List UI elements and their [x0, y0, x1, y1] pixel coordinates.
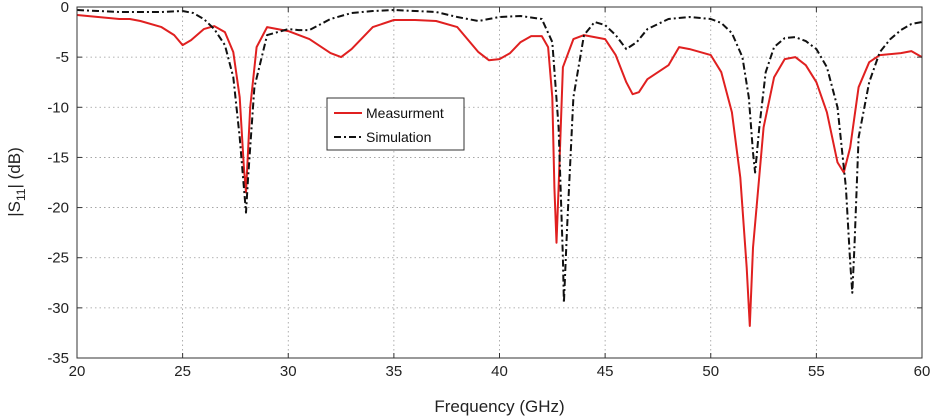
x-tick-label: 45	[597, 363, 614, 380]
x-tick-label: 30	[280, 363, 297, 380]
legend: Measurment Simulation	[326, 97, 465, 151]
x-tick-label: 40	[491, 363, 508, 380]
y-axis-label-prefix: |S	[5, 201, 24, 217]
x-tick-label: 60	[914, 363, 931, 380]
legend-label-simulation: Simulation	[366, 129, 431, 145]
y-tick-label: -30	[47, 300, 69, 317]
series-line-measurment	[77, 14, 922, 327]
y-tick-label: -35	[47, 350, 69, 367]
series-layer	[77, 9, 922, 327]
y-tick-label: -25	[47, 250, 69, 267]
x-tick-label: 35	[386, 363, 403, 380]
y-axis-label: |S11| (dB)	[5, 147, 28, 217]
y-tick-label: 0	[61, 0, 69, 16]
y-axis-label-suffix: | (dB)	[5, 147, 24, 188]
y-axis-label-subscript: 11	[14, 188, 28, 201]
x-axis-label: Frequency (GHz)	[434, 397, 564, 416]
y-tick-label: -15	[47, 149, 69, 166]
y-tick-label: -5	[56, 49, 69, 66]
x-tick-label: 20	[69, 363, 86, 380]
y-tick-label: -10	[47, 99, 69, 116]
x-tick-label: 50	[702, 363, 719, 380]
series-line-simulation	[77, 9, 922, 304]
ticks: 20 25 30 35 40 45 50 55 60 -35 -30 -25 -20 -15 -10 -5 0	[47, 0, 930, 380]
y-tick-label: -20	[47, 200, 69, 217]
x-tick-label: 25	[174, 363, 191, 380]
x-tick-label: 55	[808, 363, 825, 380]
legend-label-measurment: Measurment	[366, 105, 444, 121]
legend-box	[326, 97, 465, 151]
grid	[77, 7, 922, 358]
